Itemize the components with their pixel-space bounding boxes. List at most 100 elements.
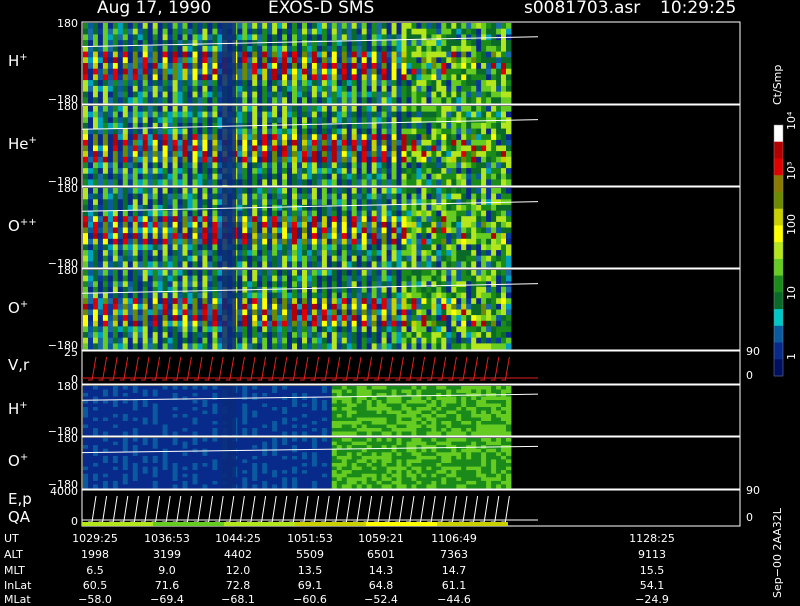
cell-3 — [431, 293, 436, 299]
cell-2 — [198, 244, 203, 250]
cell-1 — [307, 179, 312, 185]
cell-2 — [501, 244, 506, 250]
cell-0 — [357, 97, 362, 103]
cell-2 — [83, 233, 88, 239]
cell-3 — [202, 276, 207, 282]
cell-1 — [397, 157, 402, 163]
cell-2 — [153, 199, 158, 205]
cell-2 — [506, 211, 511, 217]
cell-3 — [277, 281, 282, 287]
cell-2 — [173, 261, 178, 267]
cell-0 — [501, 69, 506, 75]
cell-1 — [138, 117, 143, 123]
cell-3 — [93, 270, 98, 276]
cell-2 — [362, 233, 367, 239]
cell-2 — [188, 194, 193, 200]
cell-3 — [367, 304, 372, 310]
cell-2 — [88, 188, 93, 194]
cell-3 — [207, 298, 212, 304]
cell-3 — [217, 332, 222, 338]
cell-0 — [347, 80, 352, 86]
cell-2 — [302, 205, 307, 211]
cell-0 — [158, 23, 163, 29]
cell-1 — [342, 129, 347, 135]
cell-0 — [138, 86, 143, 92]
cell-1 — [217, 146, 222, 152]
cell-3 — [252, 315, 257, 321]
cell-3 — [247, 304, 252, 310]
cell-0 — [352, 57, 357, 63]
cell-0 — [501, 74, 506, 80]
cell-1 — [188, 168, 193, 174]
cell-3 — [322, 310, 327, 316]
cell-3 — [108, 315, 113, 321]
cell-3 — [446, 270, 451, 276]
cell-3 — [193, 315, 198, 321]
cell-2 — [83, 228, 88, 234]
cell-0 — [397, 92, 402, 98]
cell-0 — [262, 92, 267, 98]
cell-1 — [133, 179, 138, 185]
cell-3 — [506, 310, 511, 316]
cell-3 — [267, 276, 272, 282]
cell-3 — [397, 276, 402, 282]
cell-0 — [148, 86, 153, 92]
cell-0 — [242, 74, 247, 80]
cell-0 — [347, 97, 352, 103]
cell-3 — [207, 338, 212, 344]
cell-3 — [133, 298, 138, 304]
cell-0 — [88, 69, 93, 75]
cell-3 — [317, 276, 322, 282]
cell-2 — [212, 256, 217, 262]
cell-0 — [193, 34, 198, 40]
cell-3 — [402, 270, 407, 276]
cell-2 — [466, 244, 471, 250]
cell-0 — [466, 97, 471, 103]
cell-0 — [207, 63, 212, 69]
cell-2 — [322, 228, 327, 234]
cell-2 — [98, 194, 103, 200]
cell-0 — [292, 86, 297, 92]
cell-1 — [103, 151, 108, 157]
cell-0 — [237, 92, 242, 98]
cell-2 — [486, 256, 491, 262]
cell-0 — [317, 97, 322, 103]
cell-2 — [317, 222, 322, 228]
cell-2 — [242, 244, 247, 250]
cell-2 — [436, 228, 441, 234]
cell-1 — [496, 151, 501, 157]
cell-1 — [476, 162, 481, 168]
cell-3 — [481, 343, 486, 349]
cell-2 — [217, 261, 222, 267]
cell-2 — [247, 244, 252, 250]
cell-1 — [471, 134, 476, 140]
cell-0 — [466, 92, 471, 98]
cell-2 — [322, 261, 327, 267]
cell-3 — [416, 304, 421, 310]
cell-1 — [237, 112, 242, 118]
cell-2 — [163, 250, 168, 256]
cell-2 — [138, 216, 143, 222]
cell-2 — [173, 222, 178, 228]
cell-2 — [143, 216, 148, 222]
cell-3 — [496, 315, 501, 321]
cell-2 — [292, 188, 297, 194]
cell-1 — [292, 129, 297, 135]
cell-3 — [486, 298, 491, 304]
cell-0 — [372, 57, 377, 63]
cell-3 — [426, 321, 431, 327]
cell-2 — [491, 244, 496, 250]
cell-2 — [367, 244, 372, 250]
cell-0 — [506, 63, 511, 69]
cell-0 — [212, 86, 217, 92]
cell-0 — [372, 29, 377, 35]
cell-2 — [153, 211, 158, 217]
cell-1 — [421, 157, 426, 163]
cell-0 — [372, 52, 377, 58]
cell-0 — [282, 86, 287, 92]
cell-2 — [113, 194, 118, 200]
cell-0 — [476, 40, 481, 46]
cell-2 — [297, 228, 302, 234]
cell-1 — [402, 174, 407, 180]
cell-0 — [362, 29, 367, 35]
